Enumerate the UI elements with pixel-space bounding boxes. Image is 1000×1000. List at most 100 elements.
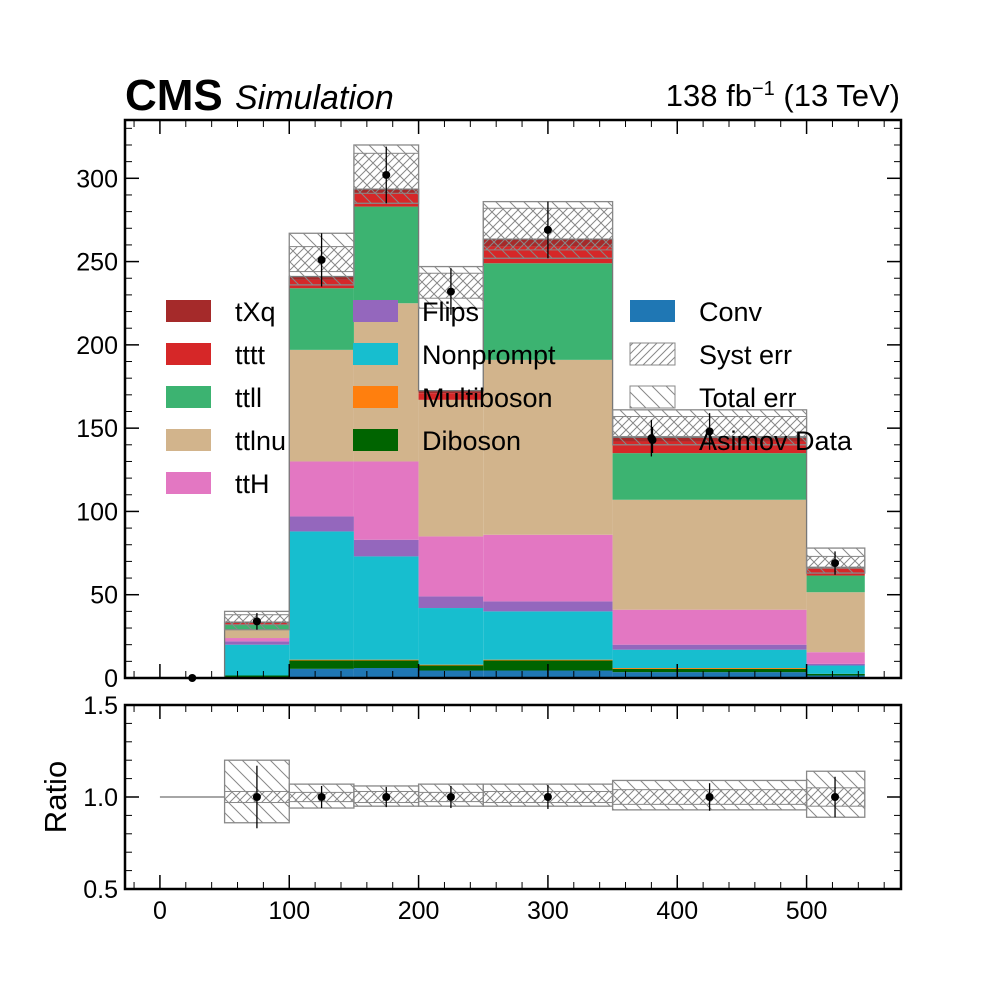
legend-swatch-nonprompt <box>353 343 398 365</box>
bar-conv <box>289 668 354 678</box>
data-points <box>188 146 840 682</box>
main-panel: tXqttttttllttlnuttHFlipsNonpromptMultibo… <box>76 118 903 693</box>
bar-ttll <box>289 288 354 350</box>
bar-tth <box>806 652 865 664</box>
y-tick-label: 50 <box>90 582 118 610</box>
legend-swatch-syst-err <box>629 342 676 366</box>
ratio-point <box>317 793 326 801</box>
legend-swatch-txq <box>166 300 211 322</box>
bar-multiboson <box>483 659 613 661</box>
legend-swatch-total-err <box>629 385 676 409</box>
bar-diboson <box>612 668 807 673</box>
legend-swatch-flips <box>353 300 398 322</box>
ratio-panel: 0.5 1.0 1.5 0 100 200 300 400 500 Ratio <box>38 692 903 925</box>
bar-flips <box>806 663 865 666</box>
legend-label-ttll: ttll <box>235 383 262 413</box>
bar-txq <box>418 390 484 394</box>
bar-conv <box>418 670 484 678</box>
legend-label-ttlnu: ttlnu <box>235 426 286 456</box>
bar-flips <box>418 596 484 609</box>
legend-label-conv: Conv <box>699 297 763 327</box>
bar-ttll <box>353 206 419 304</box>
bar-multiboson <box>418 664 484 666</box>
legend: tXqttttttllttlnuttHFlipsNonpromptMultibo… <box>166 297 853 499</box>
ratio-point <box>382 793 391 801</box>
ratio-points <box>252 765 840 829</box>
ratio-y-tick-label: 0.5 <box>83 876 118 904</box>
bar-nonprompt <box>806 665 865 674</box>
bar-nonprompt <box>224 644 290 676</box>
ratio-frame <box>123 703 903 891</box>
bar-multiboson <box>612 668 807 669</box>
bar-tth <box>224 638 290 642</box>
x-tick-label: 0 <box>153 897 167 925</box>
bar-flips <box>224 641 290 645</box>
data-point <box>831 559 840 568</box>
legend-swatch-diboson <box>353 429 398 451</box>
data-point <box>382 170 391 179</box>
bar-tth <box>289 461 354 517</box>
ratio-error-bands <box>159 759 866 824</box>
bar-tttt <box>418 393 484 400</box>
data-point <box>252 617 261 626</box>
main-axes: 0 50 100 150 200 250 300 <box>76 120 901 693</box>
bar-diboson <box>353 660 419 669</box>
data-point <box>647 434 656 443</box>
ratio-point <box>252 793 261 801</box>
simulation-label: Simulation <box>235 79 394 117</box>
bar-ttlnu <box>483 359 613 535</box>
y-tick-label: 150 <box>76 415 118 443</box>
bar-ttlnu <box>418 399 484 537</box>
bar-diboson <box>289 660 354 669</box>
bar-tth <box>483 534 613 602</box>
bar-tth <box>612 609 807 645</box>
y-tick-label: 0 <box>104 665 118 693</box>
legend-label-total-err: Total err <box>699 383 797 413</box>
stacked-bars <box>159 188 865 678</box>
ratio-axes: 0.5 1.0 1.5 0 100 200 300 400 500 <box>83 692 901 925</box>
bar-multiboson <box>353 659 419 661</box>
legend-swatch-conv <box>630 300 675 322</box>
luminosity-label: 138 fb−1 (13 TeV) <box>666 78 900 113</box>
bar-ttll <box>806 575 865 593</box>
data-point <box>446 287 455 296</box>
legend-label-diboson: Diboson <box>422 426 521 456</box>
bar-diboson <box>806 673 865 676</box>
bar-ttlnu <box>224 629 290 639</box>
legend-label-syst-err: Syst err <box>699 340 792 370</box>
bar-diboson <box>224 675 290 678</box>
bar-ttll <box>612 453 807 500</box>
bar-nonprompt <box>353 556 419 660</box>
ratio-axis-label: Ratio <box>38 761 73 833</box>
y-tick-label: 250 <box>76 249 118 277</box>
x-tick-label: 200 <box>398 897 440 925</box>
data-point <box>705 427 714 436</box>
bar-nonprompt <box>289 531 354 660</box>
legend-swatch-tttt <box>166 343 211 365</box>
bar-conv <box>612 672 807 678</box>
bar-flips <box>289 516 354 532</box>
bar-ttlnu <box>612 499 807 610</box>
bar-diboson <box>418 665 484 671</box>
ratio-point <box>543 793 552 801</box>
bar-tth <box>418 536 484 597</box>
y-tick-label: 300 <box>76 165 118 193</box>
bar-ttlnu <box>806 592 865 653</box>
x-tick-label: 500 <box>786 897 828 925</box>
bar-conv <box>353 668 419 678</box>
bar-flips <box>483 601 613 612</box>
bar-nonprompt <box>612 649 807 669</box>
bar-flips <box>353 539 419 557</box>
data-point <box>543 225 552 234</box>
x-tick-label: 100 <box>268 897 310 925</box>
bar-nonprompt <box>483 611 613 660</box>
bar-ttll <box>483 263 613 360</box>
ratio-point <box>705 793 714 801</box>
ratio-y-tick-label: 1.0 <box>83 784 118 812</box>
legend-swatch-ttlnu <box>166 429 211 451</box>
bar-multiboson <box>289 659 354 661</box>
ratio-point <box>831 793 840 801</box>
bar-ttlnu <box>289 349 354 462</box>
main-frame <box>123 118 903 680</box>
